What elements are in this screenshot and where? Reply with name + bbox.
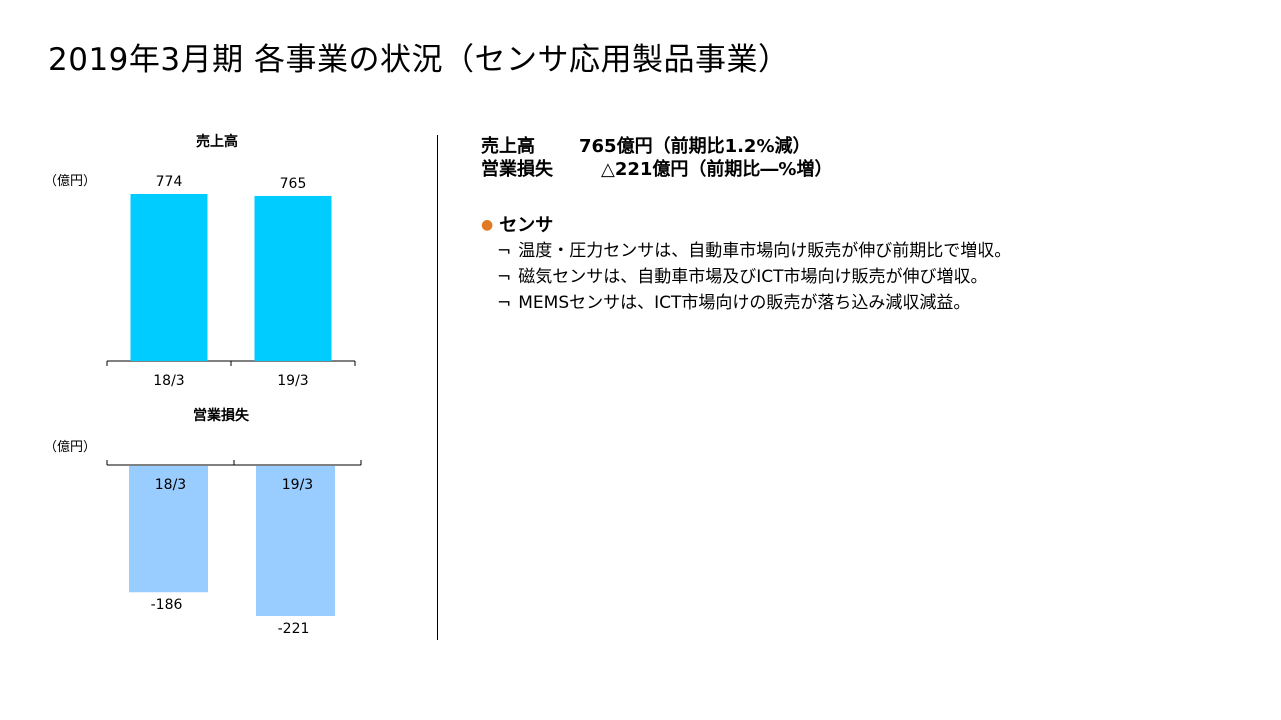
list-item-text: 温度・圧力センサは、自動車市場向け販売が伸び前期比で増収。 (518, 241, 1012, 261)
list-item-text: MEMSセンサは、ICT市場向けの販売が落ち込み減収減益。 (518, 293, 971, 313)
page-title: 2019年3月期 各事業の状況（センサ応用製品事業） (48, 42, 790, 78)
sales-category-label: 18/3 (153, 373, 184, 389)
sales-data-label: 774 (156, 174, 183, 190)
list-marker-icon: ¬ (497, 293, 512, 313)
loss-bar-19/3 (256, 466, 335, 616)
loss-category-label: 19/3 (282, 477, 313, 493)
section-heading-text: センサ (499, 215, 554, 236)
sales-bar-18/3 (130, 194, 208, 361)
summary-sales-label: 売上高 (481, 136, 535, 157)
summary-profit-value: △221億円（前期比―%増） (601, 159, 833, 180)
list-item: ¬ 温度・圧力センサは、自動車市場向け販売が伸び前期比で増収。 (481, 236, 1011, 262)
summary-sales-value: 765億円（前期比1.2%減） (579, 136, 811, 157)
list-item: ¬ 磁気センサは、自動車市場及びICT市場向け販売が伸び増収。 (481, 262, 1011, 288)
summary-profit-row: 営業損失 △221億円（前期比―%増） (481, 155, 833, 180)
loss-chart-title: 営業損失 (193, 408, 249, 424)
loss-data-label: -186 (151, 597, 183, 613)
list-marker-icon: ¬ (497, 241, 512, 261)
summary-sales-row: 売上高 765億円（前期比1.2%減） (481, 132, 832, 157)
sales-unit-label: （億円） (44, 174, 97, 189)
charts-canvas: 774 18/3 765 19/3 18/3 -186 19/3 -221 (106, 174, 362, 637)
section-heading: ● センサ (481, 211, 1011, 236)
list-item: ¬ MEMSセンサは、ICT市場向けの販売が落ち込み減収減益。 (481, 288, 1011, 314)
loss-bar-18/3 (129, 466, 208, 593)
sales-category-label: 19/3 (277, 373, 308, 389)
sensor-section: ● センサ ¬ 温度・圧力センサは、自動車市場向け販売が伸び前期比で増収。 ¬ 磁気セ… (481, 211, 1011, 314)
list-item-text: 磁気センサは、自動車市場及びICT市場向け販売が伸び増収。 (518, 267, 988, 287)
summary-profit-label: 営業損失 (481, 159, 553, 180)
sales-bar-19/3 (254, 195, 332, 361)
bullet-dot-icon: ● (481, 217, 494, 233)
vertical-divider (437, 135, 438, 640)
list-marker-icon: ¬ (497, 267, 512, 287)
sales-data-label: 765 (280, 176, 307, 192)
loss-category-label: 18/3 (155, 477, 186, 493)
sales-chart-title: 売上高 (196, 134, 238, 150)
loss-data-label: -221 (278, 621, 310, 637)
loss-unit-label: （億円） (44, 440, 97, 455)
summary-block: 売上高 765億円（前期比1.2%減） 営業損失 △221億円（前期比―%増） (481, 132, 833, 180)
